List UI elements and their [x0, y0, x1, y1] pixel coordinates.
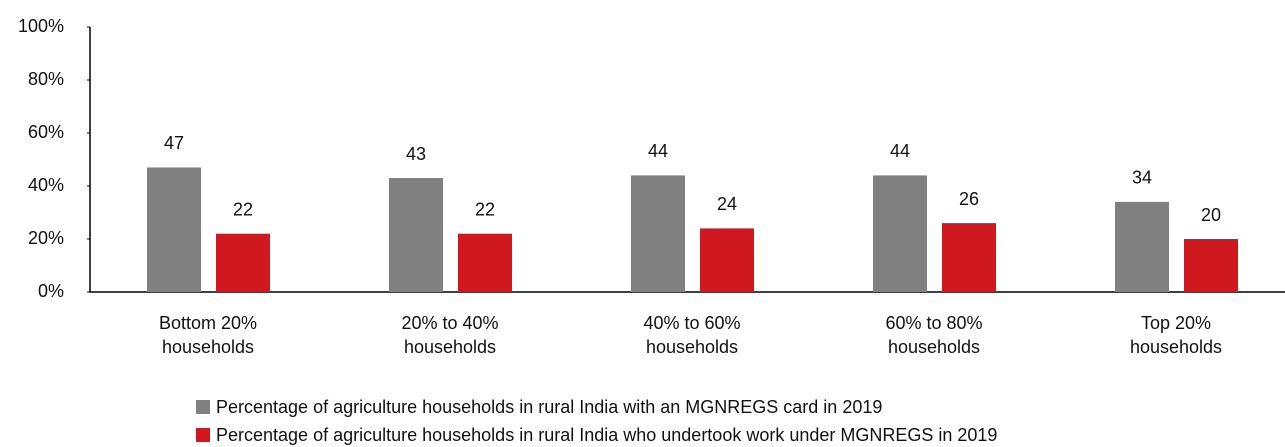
bar — [389, 178, 443, 292]
bar — [147, 167, 201, 292]
legend-label: Percentage of agriculture households in … — [216, 425, 998, 445]
bar — [942, 223, 996, 292]
bar — [631, 175, 685, 292]
y-tick-label: 0% — [38, 281, 64, 301]
data-label: 24 — [717, 194, 737, 214]
x-tick-label: Top 20% households — [1129, 313, 1223, 357]
y-tick-label: 20% — [28, 228, 64, 248]
bar — [216, 233, 270, 292]
data-label: 20 — [1201, 205, 1221, 225]
data-label: 26 — [959, 189, 979, 209]
bar — [1115, 201, 1169, 292]
data-label: 43 — [406, 144, 426, 164]
y-tick-label: 100% — [18, 16, 64, 36]
y-tick-label: 40% — [28, 175, 64, 195]
data-label: 34 — [1132, 168, 1152, 188]
legend-label: Percentage of agriculture households in … — [216, 397, 883, 417]
legend-swatch — [196, 428, 210, 442]
legend-item: Percentage of agriculture households in … — [196, 424, 997, 446]
y-tick-label: 80% — [28, 69, 64, 89]
x-tick-label: 40% to 60% households — [643, 313, 741, 357]
data-label: 47 — [164, 133, 184, 153]
bar — [873, 175, 927, 292]
bar — [458, 233, 512, 292]
y-tick-label: 60% — [28, 122, 64, 142]
bar — [1184, 239, 1238, 292]
legend-item: Percentage of agriculture households in … — [196, 396, 882, 418]
data-label: 44 — [648, 141, 668, 161]
x-tick-label: 20% to 40% households — [401, 313, 499, 357]
data-label: 22 — [475, 199, 495, 219]
data-label: 22 — [233, 199, 253, 219]
data-label: 44 — [890, 141, 910, 161]
bar — [700, 228, 754, 292]
legend-swatch — [196, 400, 210, 414]
x-tick-label: 60% to 80% households — [885, 313, 983, 357]
x-tick-label: Bottom 20% households — [158, 313, 258, 357]
